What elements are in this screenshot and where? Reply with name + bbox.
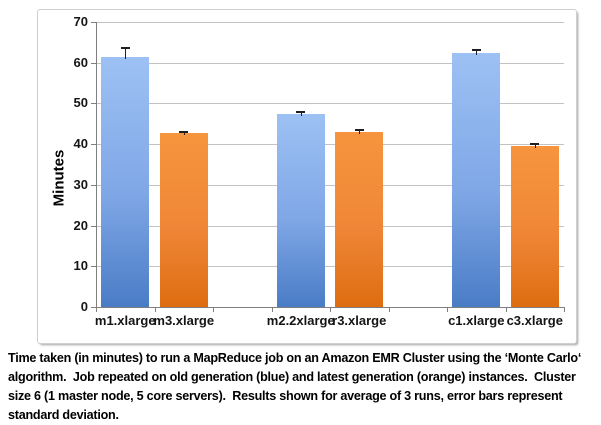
error-bar-cap <box>354 129 364 132</box>
y-tick-label: 30 <box>73 176 88 192</box>
y-axis-tick <box>91 62 96 64</box>
bar-c3.xlarge <box>510 146 559 307</box>
y-axis-tick <box>91 184 96 186</box>
x-axis-tick <box>388 308 390 312</box>
x-tick-label: c1.xlarge <box>448 313 505 328</box>
x-axis-line <box>96 307 565 308</box>
y-tick-label: 0 <box>80 299 88 314</box>
bar-m3.xlarge <box>159 133 208 307</box>
x-tick-label: m1.xlarge <box>94 313 156 328</box>
gridline <box>96 266 564 268</box>
y-axis-tick <box>91 225 96 227</box>
y-axis-tick <box>91 144 96 146</box>
gridline <box>96 144 564 146</box>
y-tick-label: 40 <box>73 136 88 152</box>
gridline <box>96 103 564 105</box>
y-axis-tick <box>91 22 96 23</box>
error-bar <box>300 112 302 116</box>
error-bar-cap <box>471 49 481 52</box>
error-bar <box>125 48 127 59</box>
x-tick-label: m2.2xlarge <box>266 313 335 328</box>
y-axis-line <box>96 22 97 308</box>
x-axis-tick <box>271 308 273 312</box>
gridline <box>96 184 564 186</box>
x-axis-tick <box>564 308 565 312</box>
plot-area: 0 10 20 30 40 50 60 70 m1.xlarge m3.xlarge m2.2xla… <box>74 14 565 328</box>
x-axis-tick <box>447 308 448 312</box>
gridline <box>96 62 564 64</box>
figure-caption: Time taken (in minutes) to run a MapRedu… <box>8 351 585 422</box>
gridline <box>96 225 564 227</box>
error-bar-cap <box>120 47 130 50</box>
x-axis-tick <box>505 308 507 312</box>
chart-area: Minutes 0 10 20 30 40 50 60 70 m1.xlarge m3.xlarg… <box>37 9 577 344</box>
bar-m1.xlarge <box>101 56 150 307</box>
x-tick-label: r3.xlarge <box>332 313 387 328</box>
error-bar <box>183 131 185 136</box>
bar-m2.2xlarge <box>276 114 325 307</box>
error-bar <box>476 50 478 55</box>
y-tick-label: 60 <box>73 54 88 70</box>
x-axis-tick <box>154 308 156 312</box>
bar-c1.xlarge <box>452 52 501 307</box>
x-axis-tick <box>330 308 331 312</box>
error-bar <box>534 144 536 149</box>
gridline <box>96 22 564 23</box>
x-tick-label: c3.xlarge <box>506 313 563 328</box>
error-bar <box>359 130 361 134</box>
y-tick-label: 10 <box>73 258 88 274</box>
y-tick-label: 50 <box>73 95 88 111</box>
y-axis-tick <box>91 307 96 308</box>
y-axis-tick <box>91 103 96 105</box>
x-axis-tick <box>213 308 214 312</box>
error-bar-cap <box>530 143 540 146</box>
y-tick-label: 20 <box>73 217 88 233</box>
error-bar-cap <box>179 130 189 133</box>
y-tick-label: 70 <box>73 14 88 29</box>
error-bar-cap <box>296 111 306 114</box>
x-axis-tick <box>96 308 97 312</box>
bar-r3.xlarge <box>335 131 384 307</box>
x-tick-label: m3.xlarge <box>153 313 215 328</box>
y-axis-tick <box>91 266 96 268</box>
